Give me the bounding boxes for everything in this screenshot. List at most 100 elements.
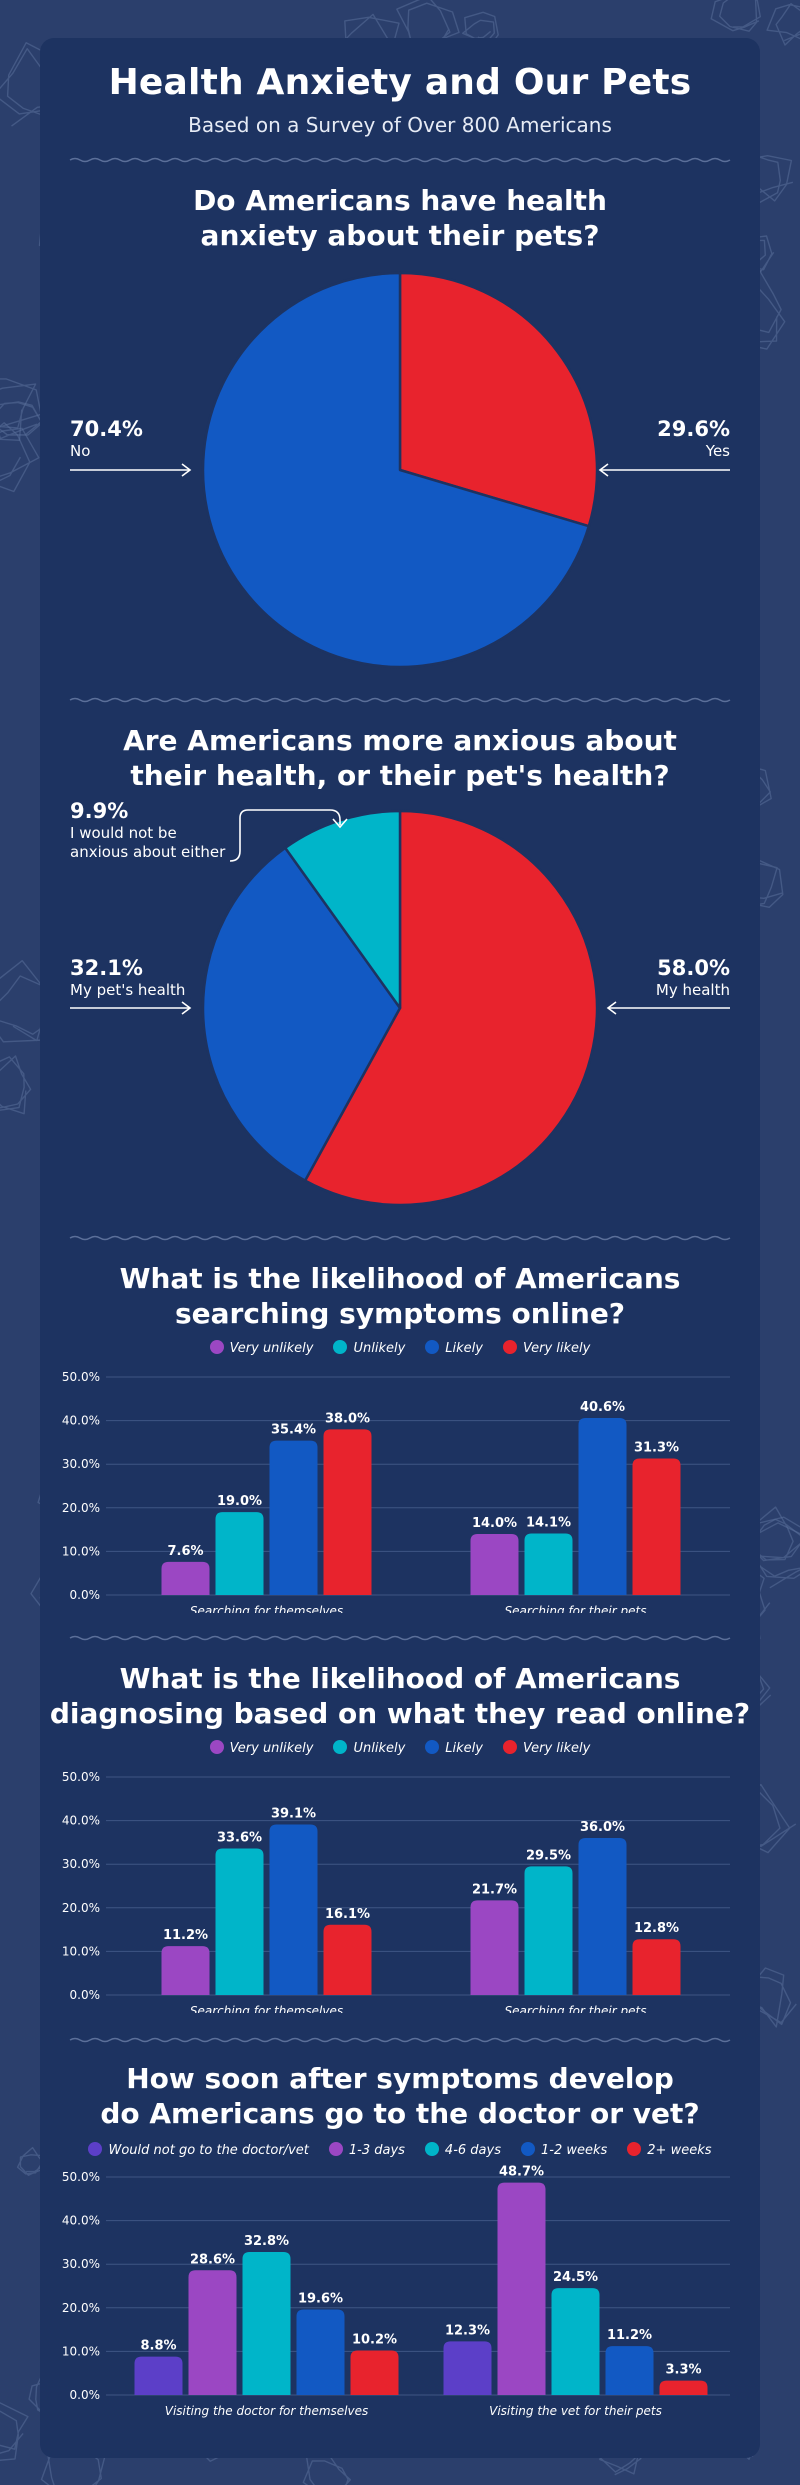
bar-0-1 [188,2270,237,2395]
legend-label: Unlikely [353,1741,406,1756]
pie2-title: Are Americans more anxious about their h… [40,723,760,793]
pie1-slice-0 [398,271,599,528]
data-label: 14.1% [526,1516,571,1531]
y-tick-label: 30.0% [62,1457,100,1471]
legend-label: Likely [445,1341,483,1356]
pie-chart-health-vs-pet [70,809,730,1207]
y-tick-label: 10.0% [62,1544,100,1558]
pie2-neither-text-line2: anxious about either [70,843,226,861]
bar-1-2 [578,1417,627,1595]
legend-label: Unlikely [353,1341,406,1356]
legend-item-3: 1-2 weeks [520,2142,607,2158]
y-tick-label: 0.0% [70,1588,101,1602]
page-title: Health Anxiety and Our Pets [108,62,692,103]
data-label: 10.2% [352,2333,397,2348]
y-tick-label: 20.0% [62,1901,100,1915]
y-tick-label: 0.0% [70,2388,101,2402]
category-label: Searching for their pets [505,1604,647,1613]
bar-0-2 [269,1440,318,1595]
legend-swatch [209,1340,224,1354]
bg-scribble [0,2402,29,2461]
bg-scribble [0,1055,32,1115]
y-tick-label: 50.0% [62,1770,100,1784]
bg-scribble [302,2446,351,2485]
legend-item-2: Likely [425,1740,483,1756]
pie2-arrow-health-head [606,1001,617,1015]
legend-item-2: Likely [425,1340,483,1356]
category-label: Visiting the vet for their pets [489,2404,662,2418]
bar-chart-diagnosing-online: 0.0% 10.0% 20.0% 30.0% 40.0% 50.0% 11.2% 33.6% 3… [62,1770,730,2013]
pie2-label-neither: 9.9% I would not be anxious about either [70,798,225,862]
pie2-slice-1 [201,846,402,1182]
bar-0-2 [242,2251,291,2395]
category-label: Searching for themselves [190,2004,343,2013]
bar-1-0 [443,2341,492,2395]
bar-0-1 [215,1512,264,1595]
data-label: 31.3% [634,1441,679,1456]
pie1-no-text: No [70,442,91,460]
legend-item-0: Very unlikely [209,1340,313,1356]
bar2-legend: Very unlikely Unlikely Likely Very likely [40,1740,760,1756]
legend-label: Very likely [522,1341,591,1356]
legend-swatch [627,2142,642,2156]
category-label: Searching for their pets [505,2004,647,2013]
legend-item-2: 4-6 days [424,2142,501,2158]
data-label: 14.0% [472,1516,517,1531]
data-label: 38.0% [325,1411,370,1426]
legend-item-1: 1-3 days [328,2142,405,2158]
pie1-slice-1 [201,271,591,669]
pie2-label-pet: 32.1% My pet's health [70,955,185,1000]
bg-scribble [0,422,40,493]
pie2-title-line2: their health, or their pet's health? [130,759,670,792]
pie2-neither-text-line1: I would not be [70,824,177,842]
legend-label: 1-3 days [348,2143,405,2158]
legend-item-1: Unlikely [333,1740,405,1756]
bg-scribble [0,378,42,441]
y-tick-label: 40.0% [62,1414,100,1428]
data-label: 39.1% [271,1807,316,1822]
legend-label: Would not go to the doctor/vet [108,2143,309,2158]
bar-1-1 [524,1866,573,1995]
legend-swatch [328,2142,343,2156]
bar1-title: What is the likelihood of Americans sear… [40,1261,760,1331]
legend-swatch [209,1740,224,1754]
bar2-title-line1: What is the likelihood of Americans [119,1662,681,1695]
y-tick-label: 50.0% [62,1370,100,1384]
y-tick-label: 20.0% [62,2301,100,2315]
bar-1-3 [605,2346,654,2395]
legend-item-0: Would not go to the doctor/vet [88,2142,309,2158]
bar-0-3 [323,1924,372,1995]
bar-0-3 [323,1429,372,1595]
bg-scribble [40,2436,107,2485]
y-tick-label: 30.0% [62,2257,100,2271]
pie2-health-text: My health [655,981,730,999]
data-label: 12.3% [445,2323,490,2338]
bar-1-4 [659,2380,708,2395]
legend-item-4: 2+ weeks [627,2142,712,2158]
bar-0-0 [134,2356,183,2395]
bar-1-0 [470,1533,519,1595]
bar3-title: How soon after symptoms develop do Ameri… [40,2061,760,2131]
legend-swatch [333,1740,348,1754]
bg-scribble [766,3,800,46]
pie2-health-pct: 58.0% [657,956,730,980]
data-label: 36.0% [580,1820,625,1835]
bar-1-3 [632,1458,681,1595]
legend-swatch [88,2142,103,2156]
pie1-title: Do Americans have health anxiety about t… [40,183,760,253]
legend-label: Very unlikely [229,1741,314,1756]
pie1-yes-pct: 29.6% [657,417,730,441]
legend-swatch [520,2142,535,2156]
data-label: 19.6% [298,2292,343,2307]
legend-swatch [425,1340,440,1354]
legend-item-0: Very unlikely [209,1740,314,1756]
data-label: 28.6% [190,2252,235,2267]
legend-item-1: Unlikely [333,1340,405,1356]
pie2-arrow-neither [229,809,341,862]
bar1-legend: Very unlikely Unlikely Likely Very likely [40,1340,760,1356]
data-label: 19.0% [217,1494,262,1509]
legend-label: Likely [445,1741,483,1756]
pie1-yes-text: Yes [705,442,730,460]
bg-scribble [0,401,43,440]
pie2-arrow-pet-head [181,1001,192,1015]
